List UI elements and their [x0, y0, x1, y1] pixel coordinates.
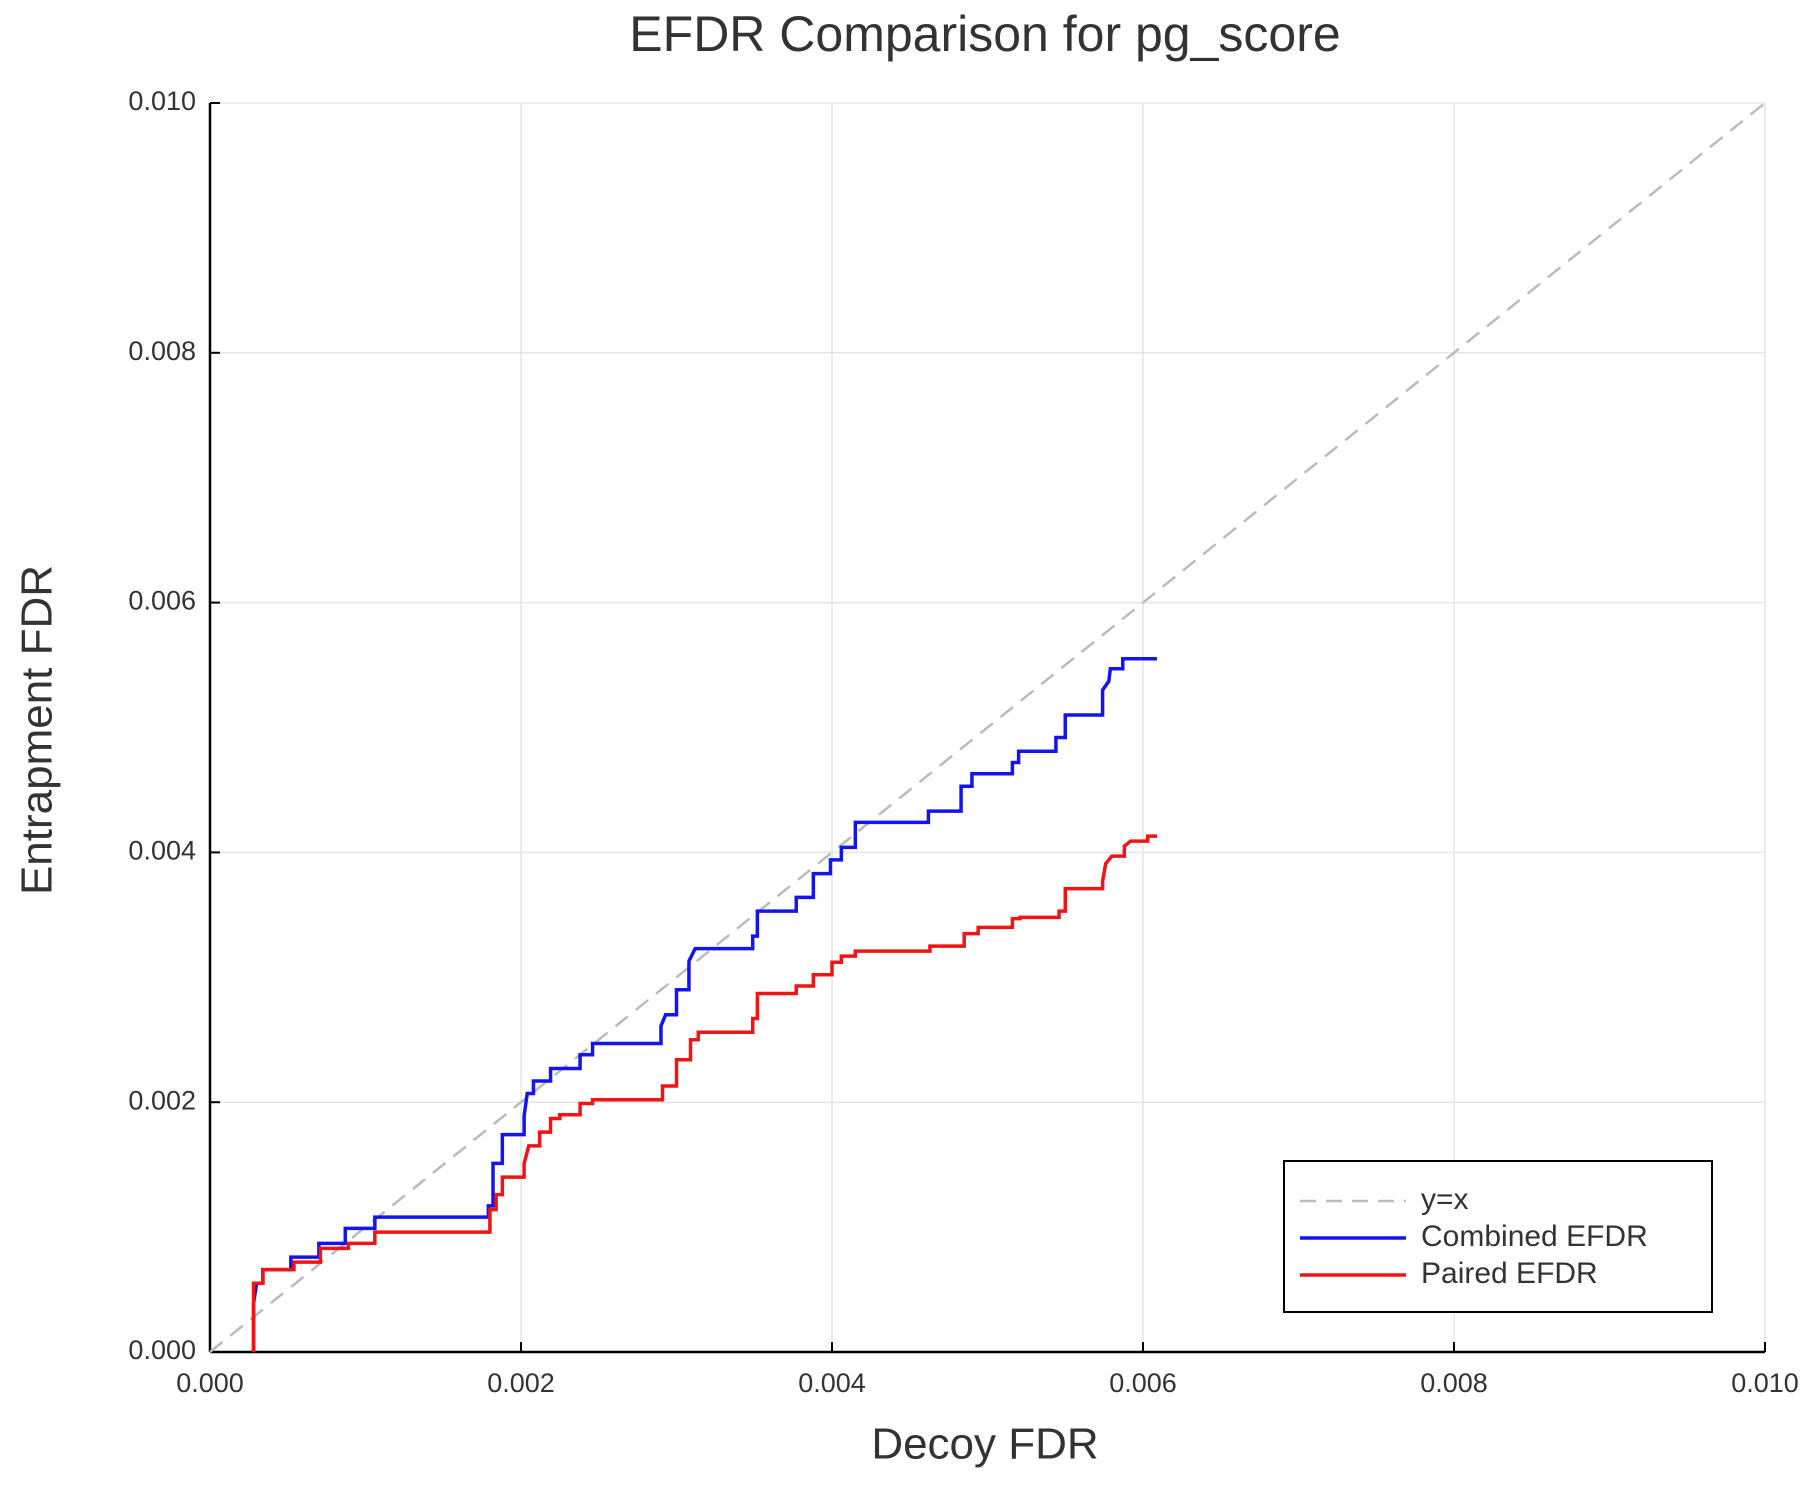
y-tick-label: 0.008 [128, 336, 196, 366]
y-tick-label: 0.010 [128, 86, 196, 116]
series-line [251, 834, 1157, 1352]
x-axis-label: Decoy FDR [871, 1420, 1098, 1469]
chart-title: EFDR Comparison for pg_score [629, 6, 1340, 62]
legend-label: y=x [1421, 1183, 1469, 1216]
y-tick-label: 0.004 [128, 836, 196, 866]
legend-label: Combined EFDR [1421, 1220, 1648, 1253]
x-tick-label: 0.004 [798, 1368, 866, 1398]
x-tick-label: 0.000 [176, 1368, 244, 1398]
y-tick-label: 0.006 [128, 586, 196, 616]
series-line [209, 102, 1766, 1353]
x-tick-label: 0.010 [1731, 1368, 1799, 1398]
x-tick-label: 0.006 [1109, 1368, 1177, 1398]
y-axis-label: Entrapment FDR [13, 565, 62, 895]
x-tick-label: 0.008 [1420, 1368, 1488, 1398]
legend-label: Paired EFDR [1421, 1257, 1598, 1290]
series-line [251, 657, 1157, 1352]
y-tick-label: 0.002 [128, 1085, 196, 1115]
x-tick-label: 0.002 [487, 1368, 555, 1398]
y-tick-label: 0.000 [128, 1335, 196, 1365]
